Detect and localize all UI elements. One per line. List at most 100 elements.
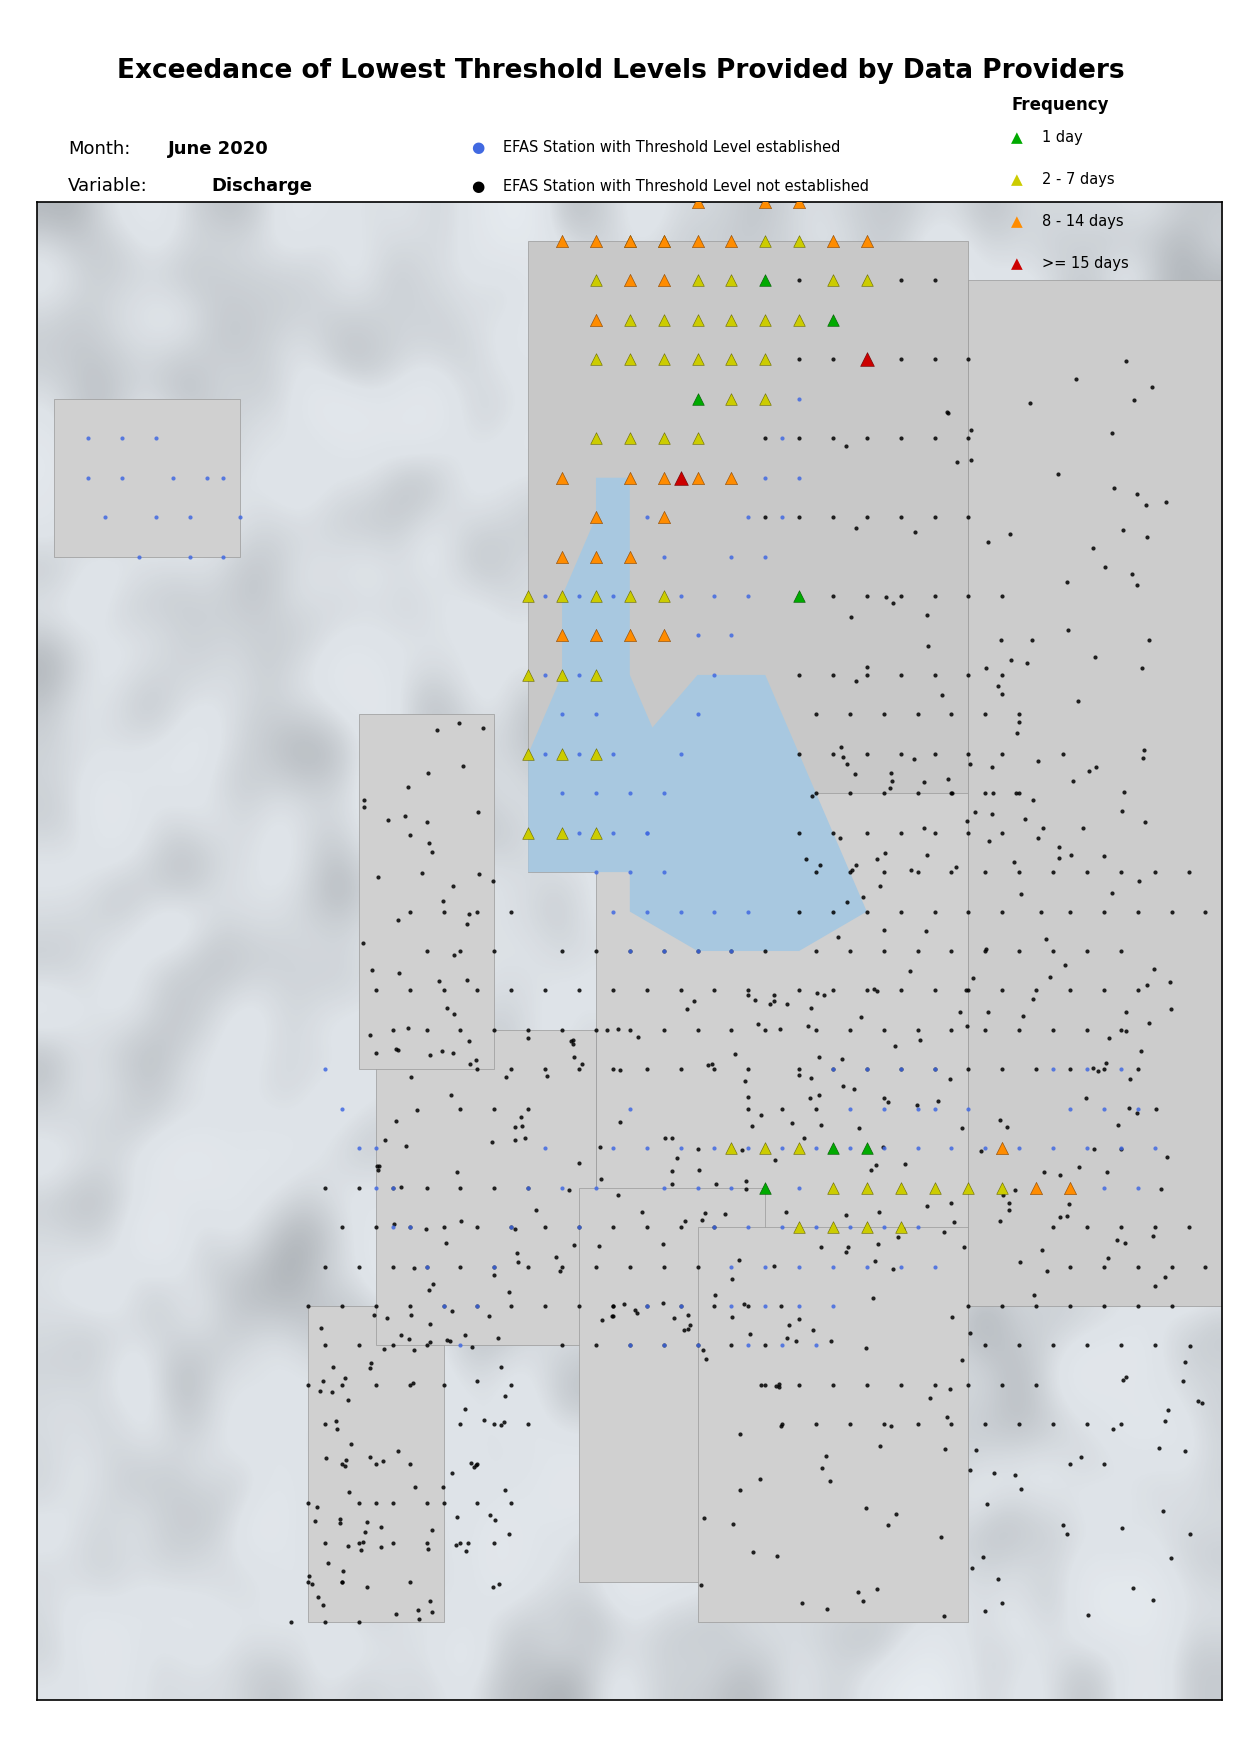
Point (1037, 1257, 1057, 1285)
Point (619, 226, 640, 254)
Point (1128, 1252, 1148, 1280)
Point (316, 1444, 336, 1473)
Point (437, 1325, 457, 1353)
Point (789, 1134, 809, 1162)
Point (519, 661, 539, 689)
Point (721, 305, 741, 333)
Point (789, 503, 809, 531)
Point (1077, 1331, 1097, 1359)
Text: June 2020: June 2020 (168, 140, 268, 158)
Point (891, 345, 911, 373)
Point (654, 1252, 674, 1280)
Point (1162, 1544, 1181, 1572)
Point (602, 1302, 622, 1331)
Point (1088, 1057, 1108, 1085)
Point (979, 827, 999, 855)
Point (1066, 365, 1086, 393)
Point (603, 1292, 623, 1320)
Point (689, 1155, 709, 1183)
Point (870, 873, 890, 901)
Point (894, 1215, 913, 1243)
Point (1102, 880, 1122, 908)
Point (803, 1317, 823, 1345)
Point (361, 1350, 381, 1378)
Point (769, 1369, 789, 1397)
Point (982, 799, 1001, 827)
Point (366, 1488, 386, 1516)
Point (1142, 373, 1162, 401)
Point (1143, 1222, 1163, 1250)
Point (586, 266, 606, 295)
Point (867, 1574, 887, 1602)
Point (418, 759, 438, 787)
Point (688, 1134, 707, 1162)
Point (962, 415, 982, 444)
Point (654, 266, 674, 295)
Point (1060, 1252, 1080, 1280)
Point (875, 915, 895, 943)
Point (586, 1173, 606, 1201)
Point (1085, 1134, 1104, 1162)
Point (688, 936, 707, 964)
Point (1111, 936, 1131, 964)
Point (1097, 1159, 1117, 1187)
Point (450, 1331, 470, 1359)
Point (357, 1574, 377, 1602)
Polygon shape (629, 675, 866, 950)
Point (866, 845, 886, 873)
Point (696, 1345, 716, 1373)
Text: Discharge: Discharge (211, 177, 311, 195)
Point (823, 1055, 843, 1083)
Point (517, 1024, 537, 1052)
Point (789, 266, 809, 295)
Point (552, 226, 572, 254)
Point (570, 976, 589, 1004)
Point (519, 1252, 539, 1280)
Point (513, 1111, 532, 1139)
Point (450, 1208, 470, 1236)
Point (479, 1302, 499, 1331)
Point (609, 1055, 629, 1083)
Point (705, 582, 725, 610)
Point (814, 982, 834, 1010)
Point (756, 1331, 776, 1359)
Point (756, 463, 776, 491)
Point (349, 1252, 369, 1280)
Point (789, 345, 809, 373)
Point (738, 898, 758, 926)
Point (1093, 841, 1113, 869)
Point (485, 1506, 505, 1534)
Point (433, 976, 453, 1004)
Point (692, 1206, 712, 1234)
Point (802, 782, 822, 810)
Point (684, 987, 704, 1015)
Point (433, 1473, 453, 1501)
Point (96, 503, 115, 531)
Point (978, 997, 998, 1026)
Point (807, 1409, 827, 1437)
Point (1077, 1015, 1097, 1043)
Point (738, 1292, 758, 1320)
Point (603, 1134, 623, 1162)
Point (925, 1094, 944, 1122)
Point (942, 1304, 962, 1332)
Point (586, 305, 606, 333)
Point (767, 1543, 787, 1571)
Point (807, 1015, 827, 1043)
Point (891, 503, 911, 531)
Point (792, 1588, 812, 1616)
Point (977, 654, 997, 682)
Point (371, 1513, 391, 1541)
Point (321, 1378, 341, 1406)
Point (298, 1567, 318, 1595)
Point (1107, 1225, 1127, 1253)
Point (1162, 898, 1181, 926)
Point (1011, 1474, 1031, 1502)
Point (459, 1027, 479, 1055)
Point (798, 1011, 818, 1040)
Point (1044, 1409, 1064, 1437)
Point (1026, 1173, 1046, 1201)
Point (934, 1218, 954, 1246)
Point (1119, 1094, 1139, 1122)
Point (993, 819, 1013, 847)
